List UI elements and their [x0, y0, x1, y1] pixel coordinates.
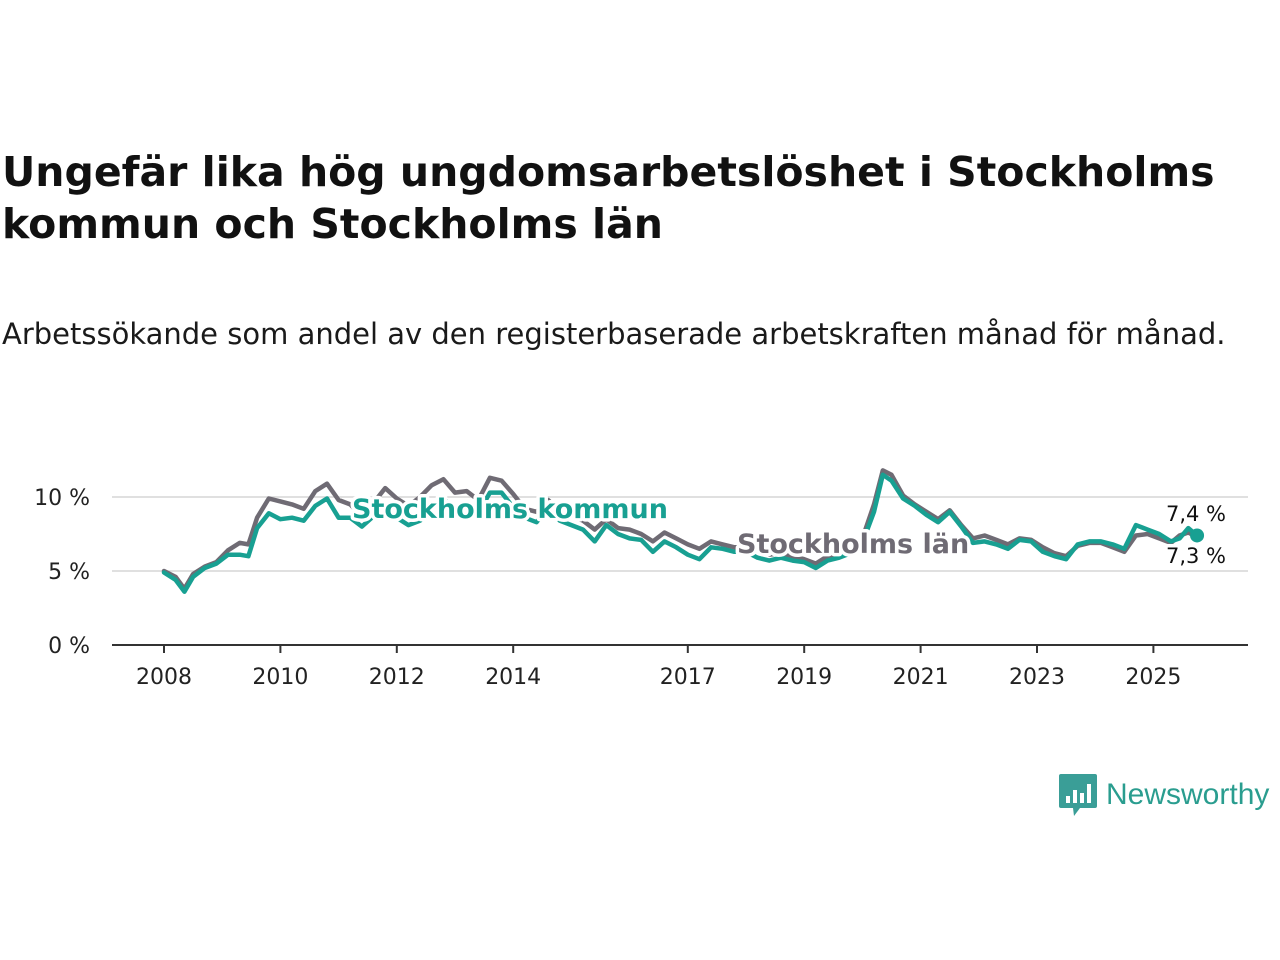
brand: Newsworthy — [1058, 772, 1269, 818]
series-label-kommun-halo: Stockholms kommun — [352, 494, 668, 525]
end-label-kommun: 7,4 % — [1166, 502, 1226, 526]
line-chart: 0 % 5 % 10 % 2008 2010 2012 2014 2017 2019 2021 20… — [34, 468, 1248, 690]
x-tick-label: 2021 — [893, 665, 949, 690]
axes: 0 % 5 % 10 % 2008 2010 2012 2014 2017 2019 2021 20… — [34, 486, 1248, 690]
series-label-lan: Stockholms län — [737, 529, 969, 560]
newsworthy-logo-icon — [1059, 774, 1097, 816]
x-tick-label: 2012 — [369, 665, 425, 690]
y-tick-label: 5 % — [48, 560, 90, 585]
end-label-lan-halo: 7,3 % — [1166, 544, 1226, 568]
y-tick-label: 0 % — [48, 634, 90, 659]
series-layer — [161, 468, 1205, 594]
chart-title: Ungefär lika hög ungdomsarbetslöshet i S… — [2, 148, 1215, 248]
brand-name: Newsworthy — [1106, 778, 1270, 811]
x-tick-label: 2019 — [776, 665, 832, 690]
chart-subtitle: Arbetssökande som andel av den registerb… — [2, 317, 1226, 351]
x-tick-label: 2025 — [1125, 665, 1181, 690]
series-label-kommun: Stockholms kommun — [352, 494, 668, 525]
x-tick-label: 2014 — [485, 665, 541, 690]
gridlines — [112, 496, 1248, 572]
y-tick-label: 10 % — [34, 486, 90, 511]
end-label-lan: 7,3 % — [1166, 544, 1226, 568]
x-tick-label: 2008 — [136, 665, 192, 690]
series-line-stockholms-kommun — [161, 472, 1200, 594]
series-label-lan-halo: Stockholms län — [737, 529, 969, 560]
end-marker — [1190, 528, 1205, 543]
x-tick-label: 2017 — [660, 665, 716, 690]
end-label-kommun-halo: 7,4 % — [1166, 502, 1226, 526]
x-tick-label: 2010 — [252, 665, 308, 690]
x-tick-label: 2023 — [1009, 665, 1065, 690]
